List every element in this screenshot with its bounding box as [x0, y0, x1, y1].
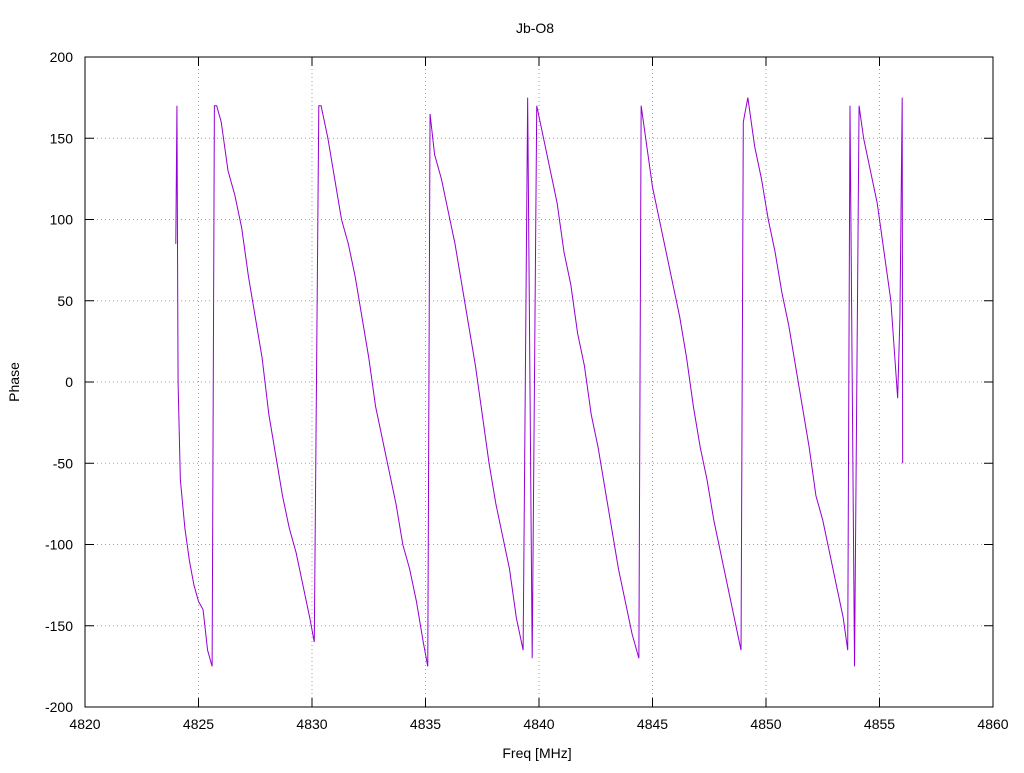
x-tick-label: 4840: [523, 716, 554, 732]
x-tick-label: 4825: [183, 716, 214, 732]
y-tick-label: -50: [53, 455, 73, 471]
x-tick-label: 4845: [637, 716, 668, 732]
y-tick-label: -200: [45, 699, 73, 715]
x-tick-label: 4835: [410, 716, 441, 732]
y-tick-label: -100: [45, 537, 73, 553]
y-tick-label: 150: [50, 130, 74, 146]
y-tick-label: 200: [50, 49, 74, 65]
y-tick-label: 50: [57, 293, 73, 309]
x-axis-label: Freq [MHz]: [502, 745, 571, 761]
x-tick-label: 4850: [750, 716, 781, 732]
x-tick-label: 4820: [69, 716, 100, 732]
y-tick-label: 0: [65, 374, 73, 390]
x-tick-label: 4830: [296, 716, 327, 732]
data-line: [175, 97, 904, 667]
y-axis-label: Phase: [6, 362, 22, 402]
x-tick-label: 4855: [864, 716, 895, 732]
chart-title: Jb-O8: [516, 20, 554, 36]
y-tick-label: -150: [45, 618, 73, 634]
y-tick-label: 100: [50, 212, 74, 228]
x-tick-label: 4860: [977, 716, 1008, 732]
plot-border: [84, 56, 994, 708]
